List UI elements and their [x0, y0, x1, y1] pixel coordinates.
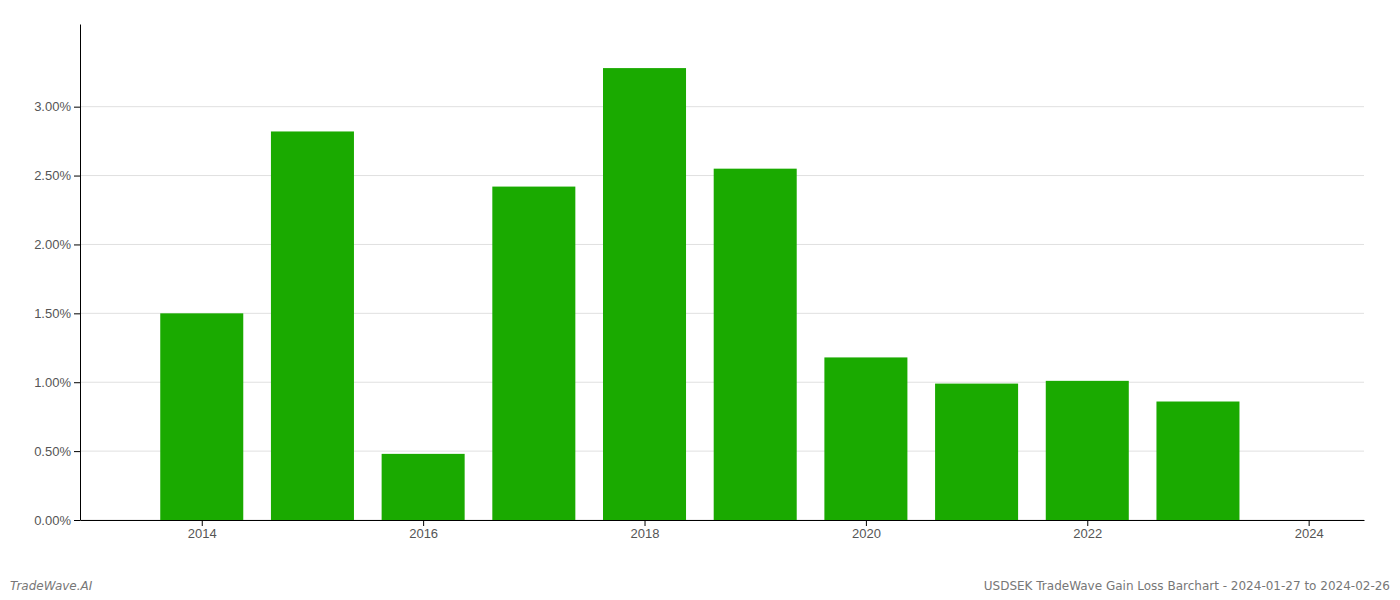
x-tick-label: 2018: [631, 526, 660, 541]
bars: [160, 68, 1239, 520]
y-tick: 2.50%: [34, 168, 80, 183]
y-axis-line: [80, 25, 81, 521]
x-tick-label: 2024: [1295, 526, 1324, 541]
grid: [80, 107, 1364, 520]
x-tick-label: 2014: [188, 526, 217, 541]
x-tick-mark: [866, 520, 867, 526]
y-tick: 0.50%: [34, 444, 80, 459]
y-tick-label: 1.00%: [34, 375, 71, 390]
y-tick-label: 3.00%: [34, 99, 71, 114]
bar: [824, 357, 907, 520]
y-tick-mark: [74, 313, 80, 314]
x-tick-label: 2020: [852, 526, 881, 541]
bar: [492, 187, 575, 520]
y-tick-mark: [74, 107, 80, 108]
y-tick: 1.00%: [34, 375, 80, 390]
x-tick-mark: [202, 520, 203, 526]
x-axis-line: [81, 520, 1365, 521]
y-tick: 2.00%: [34, 237, 80, 252]
footer-left: TradeWave.AI: [10, 579, 93, 593]
y-tick-mark: [74, 382, 80, 383]
y-axis: 0.00% 0.50% 1.00% 1.50% 2.00% 2.50% 3.00%: [34, 25, 80, 528]
bar: [1046, 381, 1129, 520]
grid-line: [80, 106, 1364, 107]
x-tick-mark: [645, 520, 646, 526]
bar: [714, 169, 797, 520]
footer-right: USDSEK TradeWave Gain Loss Barchart - 20…: [984, 579, 1390, 593]
bar: [1156, 402, 1239, 520]
y-tick-label: 0.00%: [34, 513, 71, 528]
x-tick: 2014: [188, 520, 217, 541]
x-tick: 2022: [1073, 520, 1102, 541]
bar: [603, 68, 686, 520]
x-tick: 2020: [852, 520, 881, 541]
y-tick-mark: [74, 176, 80, 177]
x-tick-mark: [1309, 520, 1310, 526]
y-tick: 3.00%: [34, 99, 80, 114]
plot: 2014 2016 2018 2020 2022 2024 0.00% 0.50% 1.00% 1…: [34, 25, 1364, 542]
y-tick-label: 2.00%: [34, 237, 71, 252]
bar: [935, 384, 1018, 520]
x-tick-mark: [1087, 520, 1088, 526]
x-axis: 2014 2016 2018 2020 2022 2024: [81, 520, 1365, 541]
x-tick-mark: [423, 520, 424, 526]
y-tick: 0.00%: [34, 513, 80, 528]
y-tick-mark: [74, 244, 80, 245]
y-tick: 1.50%: [34, 306, 80, 321]
x-tick: 2016: [409, 520, 438, 541]
x-tick: 2018: [631, 520, 660, 541]
x-tick-label: 2022: [1073, 526, 1102, 541]
bar: [382, 454, 465, 520]
chart: 2014 2016 2018 2020 2022 2024 0.00% 0.50% 1.00% 1…: [0, 0, 1400, 600]
y-tick-label: 0.50%: [34, 444, 71, 459]
y-tick-mark: [74, 451, 80, 452]
bar: [160, 313, 243, 520]
x-tick-label: 2016: [409, 526, 438, 541]
x-tick: 2024: [1295, 520, 1324, 541]
y-tick-mark: [74, 520, 80, 521]
y-tick-label: 1.50%: [34, 306, 71, 321]
y-tick-label: 2.50%: [34, 168, 71, 183]
bar: [271, 131, 354, 520]
